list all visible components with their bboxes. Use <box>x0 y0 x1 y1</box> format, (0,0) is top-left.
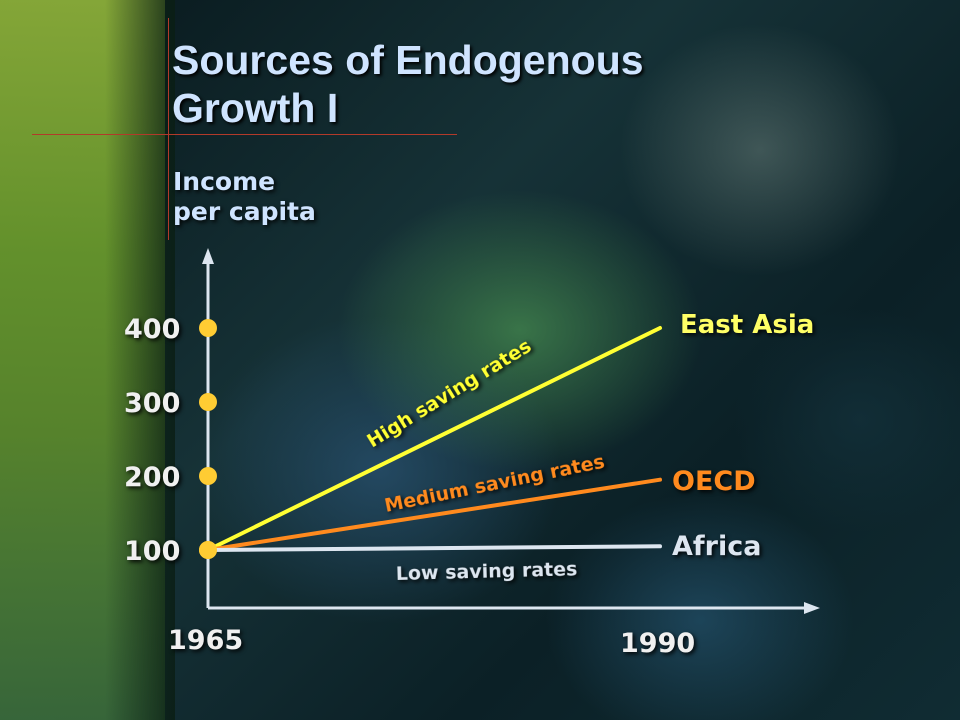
title-line-2: Growth I <box>172 85 339 131</box>
series-oecd-line <box>206 477 662 552</box>
series-oecd-label: OECD <box>672 466 756 497</box>
y-tick-label: 200 <box>124 462 180 493</box>
y-axis-arrowhead <box>202 248 214 264</box>
x-axis-arrowhead <box>804 602 820 614</box>
title-rule-vertical <box>168 18 169 240</box>
series-africa-annotation: Low saving rates <box>396 558 578 585</box>
title-rule-horizontal <box>32 134 457 135</box>
y-axis-label: Income <box>173 167 275 196</box>
green-band-shadow <box>105 0 175 720</box>
y-tick-marker <box>199 393 217 411</box>
y-axis-label: per capita <box>173 197 316 226</box>
y-tick-label: 100 <box>124 536 180 567</box>
slide-title: Sources of Endogenous Growth I <box>172 36 812 132</box>
y-tick-marker <box>199 467 217 485</box>
y-tick-marker <box>199 319 217 337</box>
y-tick-label: 300 <box>124 388 180 419</box>
origin-marker <box>199 541 217 559</box>
series-africa-label: Africa <box>672 531 761 562</box>
x-tick-label: 1990 <box>620 628 695 659</box>
y-tick-label: 400 <box>124 314 180 345</box>
x-tick-label: 1965 <box>168 625 243 656</box>
title-line-1: Sources of Endogenous <box>172 37 644 83</box>
series-east-asia-annotation: High saving rates <box>363 335 535 452</box>
series-east-asia-label: East Asia <box>680 310 814 340</box>
series-east-asia-line <box>206 326 662 552</box>
series-africa-line <box>206 544 662 552</box>
